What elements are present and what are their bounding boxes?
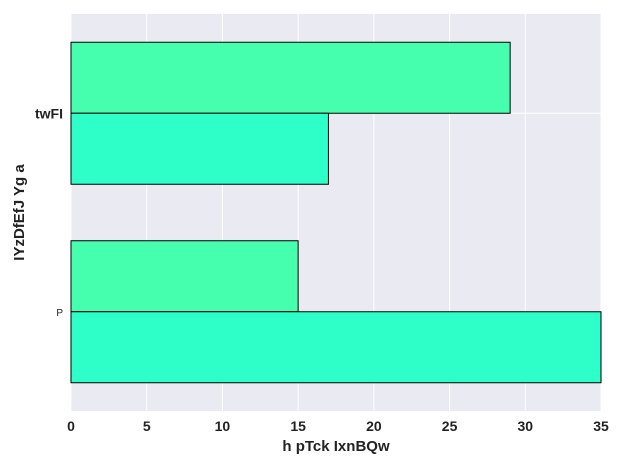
bar <box>70 112 329 185</box>
x-axis-label: h pTck IxnBQw <box>282 438 390 455</box>
x-tick-label: 0 <box>67 418 75 434</box>
bars <box>70 41 602 384</box>
x-tick-label: 20 <box>366 418 382 434</box>
y-tick-labels: twFI P <box>35 105 63 319</box>
y-tick-label: twFI <box>35 105 63 121</box>
x-tick-label: 35 <box>593 418 609 434</box>
x-tick-label: 30 <box>517 418 533 434</box>
y-tick-label: P <box>56 308 63 319</box>
y-axis-label: IYzDfEfJ Yg a <box>11 164 28 261</box>
x-tick-label: 25 <box>442 418 458 434</box>
x-tick-label: 5 <box>143 418 151 434</box>
bar <box>70 41 511 114</box>
x-tick-labels: 0 5 10 15 20 25 30 35 <box>67 418 609 434</box>
bar <box>70 311 602 384</box>
x-tick-label: 15 <box>290 418 306 434</box>
bar <box>70 240 299 313</box>
x-tick-label: 10 <box>215 418 231 434</box>
